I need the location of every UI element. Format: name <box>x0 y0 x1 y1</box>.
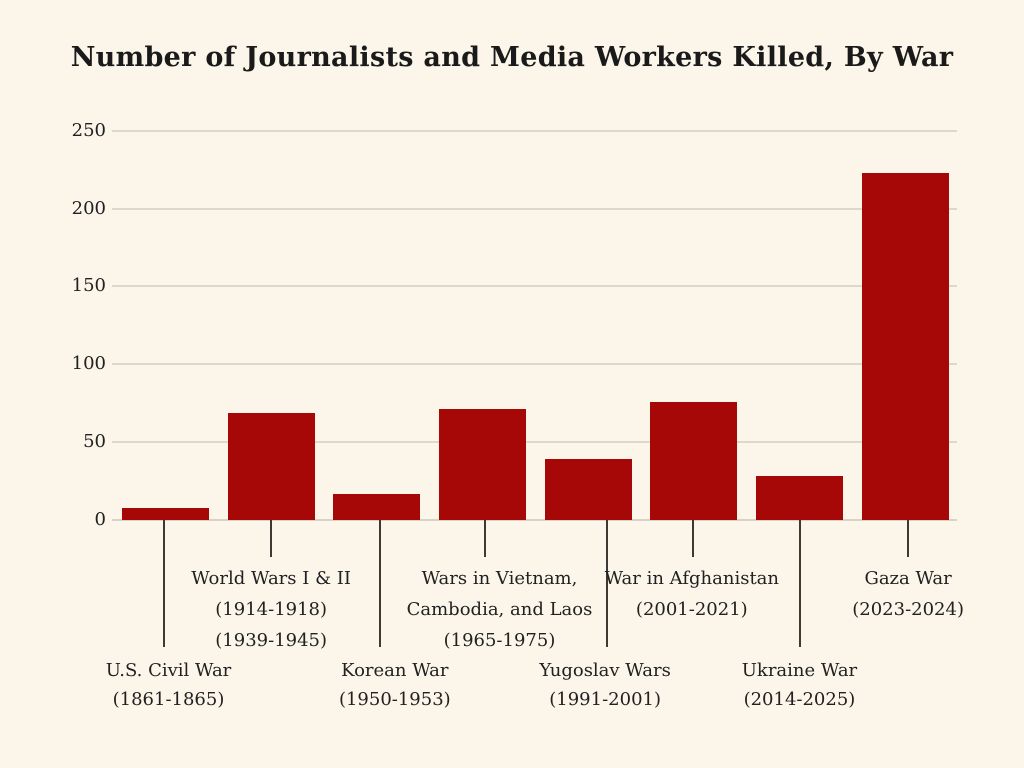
x-axis-line <box>112 519 957 521</box>
bar-label-line: Ukraine War <box>741 660 858 681</box>
bar-label-line: (1861-1865) <box>112 689 225 710</box>
bar-label: World Wars I & II (1914-1918) (1939-1945) <box>191 563 351 656</box>
bar-label-line: (1939-1945) <box>215 630 328 651</box>
y-axis-tick-label: 100 <box>71 353 106 375</box>
chart-title: Number of Journalists and Media Workers … <box>70 42 954 73</box>
bar-label: War in Afghanistan (2001-2021) <box>605 563 779 625</box>
bar-label-line: Yugoslav Wars <box>539 660 671 681</box>
bar-label-line: (2014-2025) <box>743 689 856 710</box>
bar-leader-line <box>162 520 165 647</box>
bar-leader-line <box>907 520 910 557</box>
bar-leader-line <box>378 520 381 647</box>
y-axis-tick-label: 200 <box>71 197 106 219</box>
bar-leader-line <box>691 520 694 557</box>
bar-label: U.S. Civil War (1861-1865) <box>106 656 232 714</box>
bar-label-line: Wars in Vietnam, <box>421 568 578 589</box>
bar-leader-line <box>606 520 609 647</box>
bar-leader-line <box>484 520 487 557</box>
gridline <box>112 441 957 444</box>
bar <box>755 476 843 520</box>
bar-label-line: (2023-2024) <box>852 599 964 620</box>
bar <box>438 409 526 520</box>
bar <box>861 172 949 520</box>
y-axis-tick-label: 250 <box>71 119 106 141</box>
gridline <box>112 363 957 366</box>
bar-leader-line <box>270 520 273 557</box>
bar <box>122 507 209 520</box>
bar-label-line: U.S. Civil War <box>105 660 232 681</box>
bar-leader-line <box>799 520 802 647</box>
bar-label-line: World Wars I & II <box>191 568 352 589</box>
bar-label-line: Gaza War <box>864 568 952 589</box>
bar-label: Korean War (1950-1953) <box>339 656 451 714</box>
bar-label-line: (1950-1953) <box>338 689 451 710</box>
bar-label-line: War in Afghanistan <box>604 568 779 589</box>
y-axis-tick-label: 50 <box>83 431 106 453</box>
bar-label-line: Korean War <box>341 660 449 681</box>
gridline <box>112 207 957 210</box>
bar <box>333 493 421 520</box>
bar <box>650 401 738 520</box>
bar-label-line: (2001-2021) <box>635 599 748 620</box>
bar-label-line: Cambodia, and Laos <box>406 599 593 620</box>
bar-label-line: (1914-1918) <box>215 599 328 620</box>
bar <box>544 459 632 520</box>
bar <box>227 412 315 520</box>
gridline <box>112 129 957 132</box>
y-axis-tick-label: 0 <box>94 509 106 530</box>
bar-label: Gaza War (2023-2024) <box>852 563 964 625</box>
bar-label: Ukraine War (2014-2025) <box>742 656 857 714</box>
bar-label-line: (1965-1975) <box>443 630 556 651</box>
y-axis-tick-label: 150 <box>71 275 106 297</box>
bar-label-line: (1991-2001) <box>549 689 661 710</box>
bar-label: Wars in Vietnam, Cambodia, and Laos (1965-… <box>407 563 593 656</box>
gridline <box>112 285 957 288</box>
bar-label: Yugoslav Wars (1991-2001) <box>539 656 670 714</box>
